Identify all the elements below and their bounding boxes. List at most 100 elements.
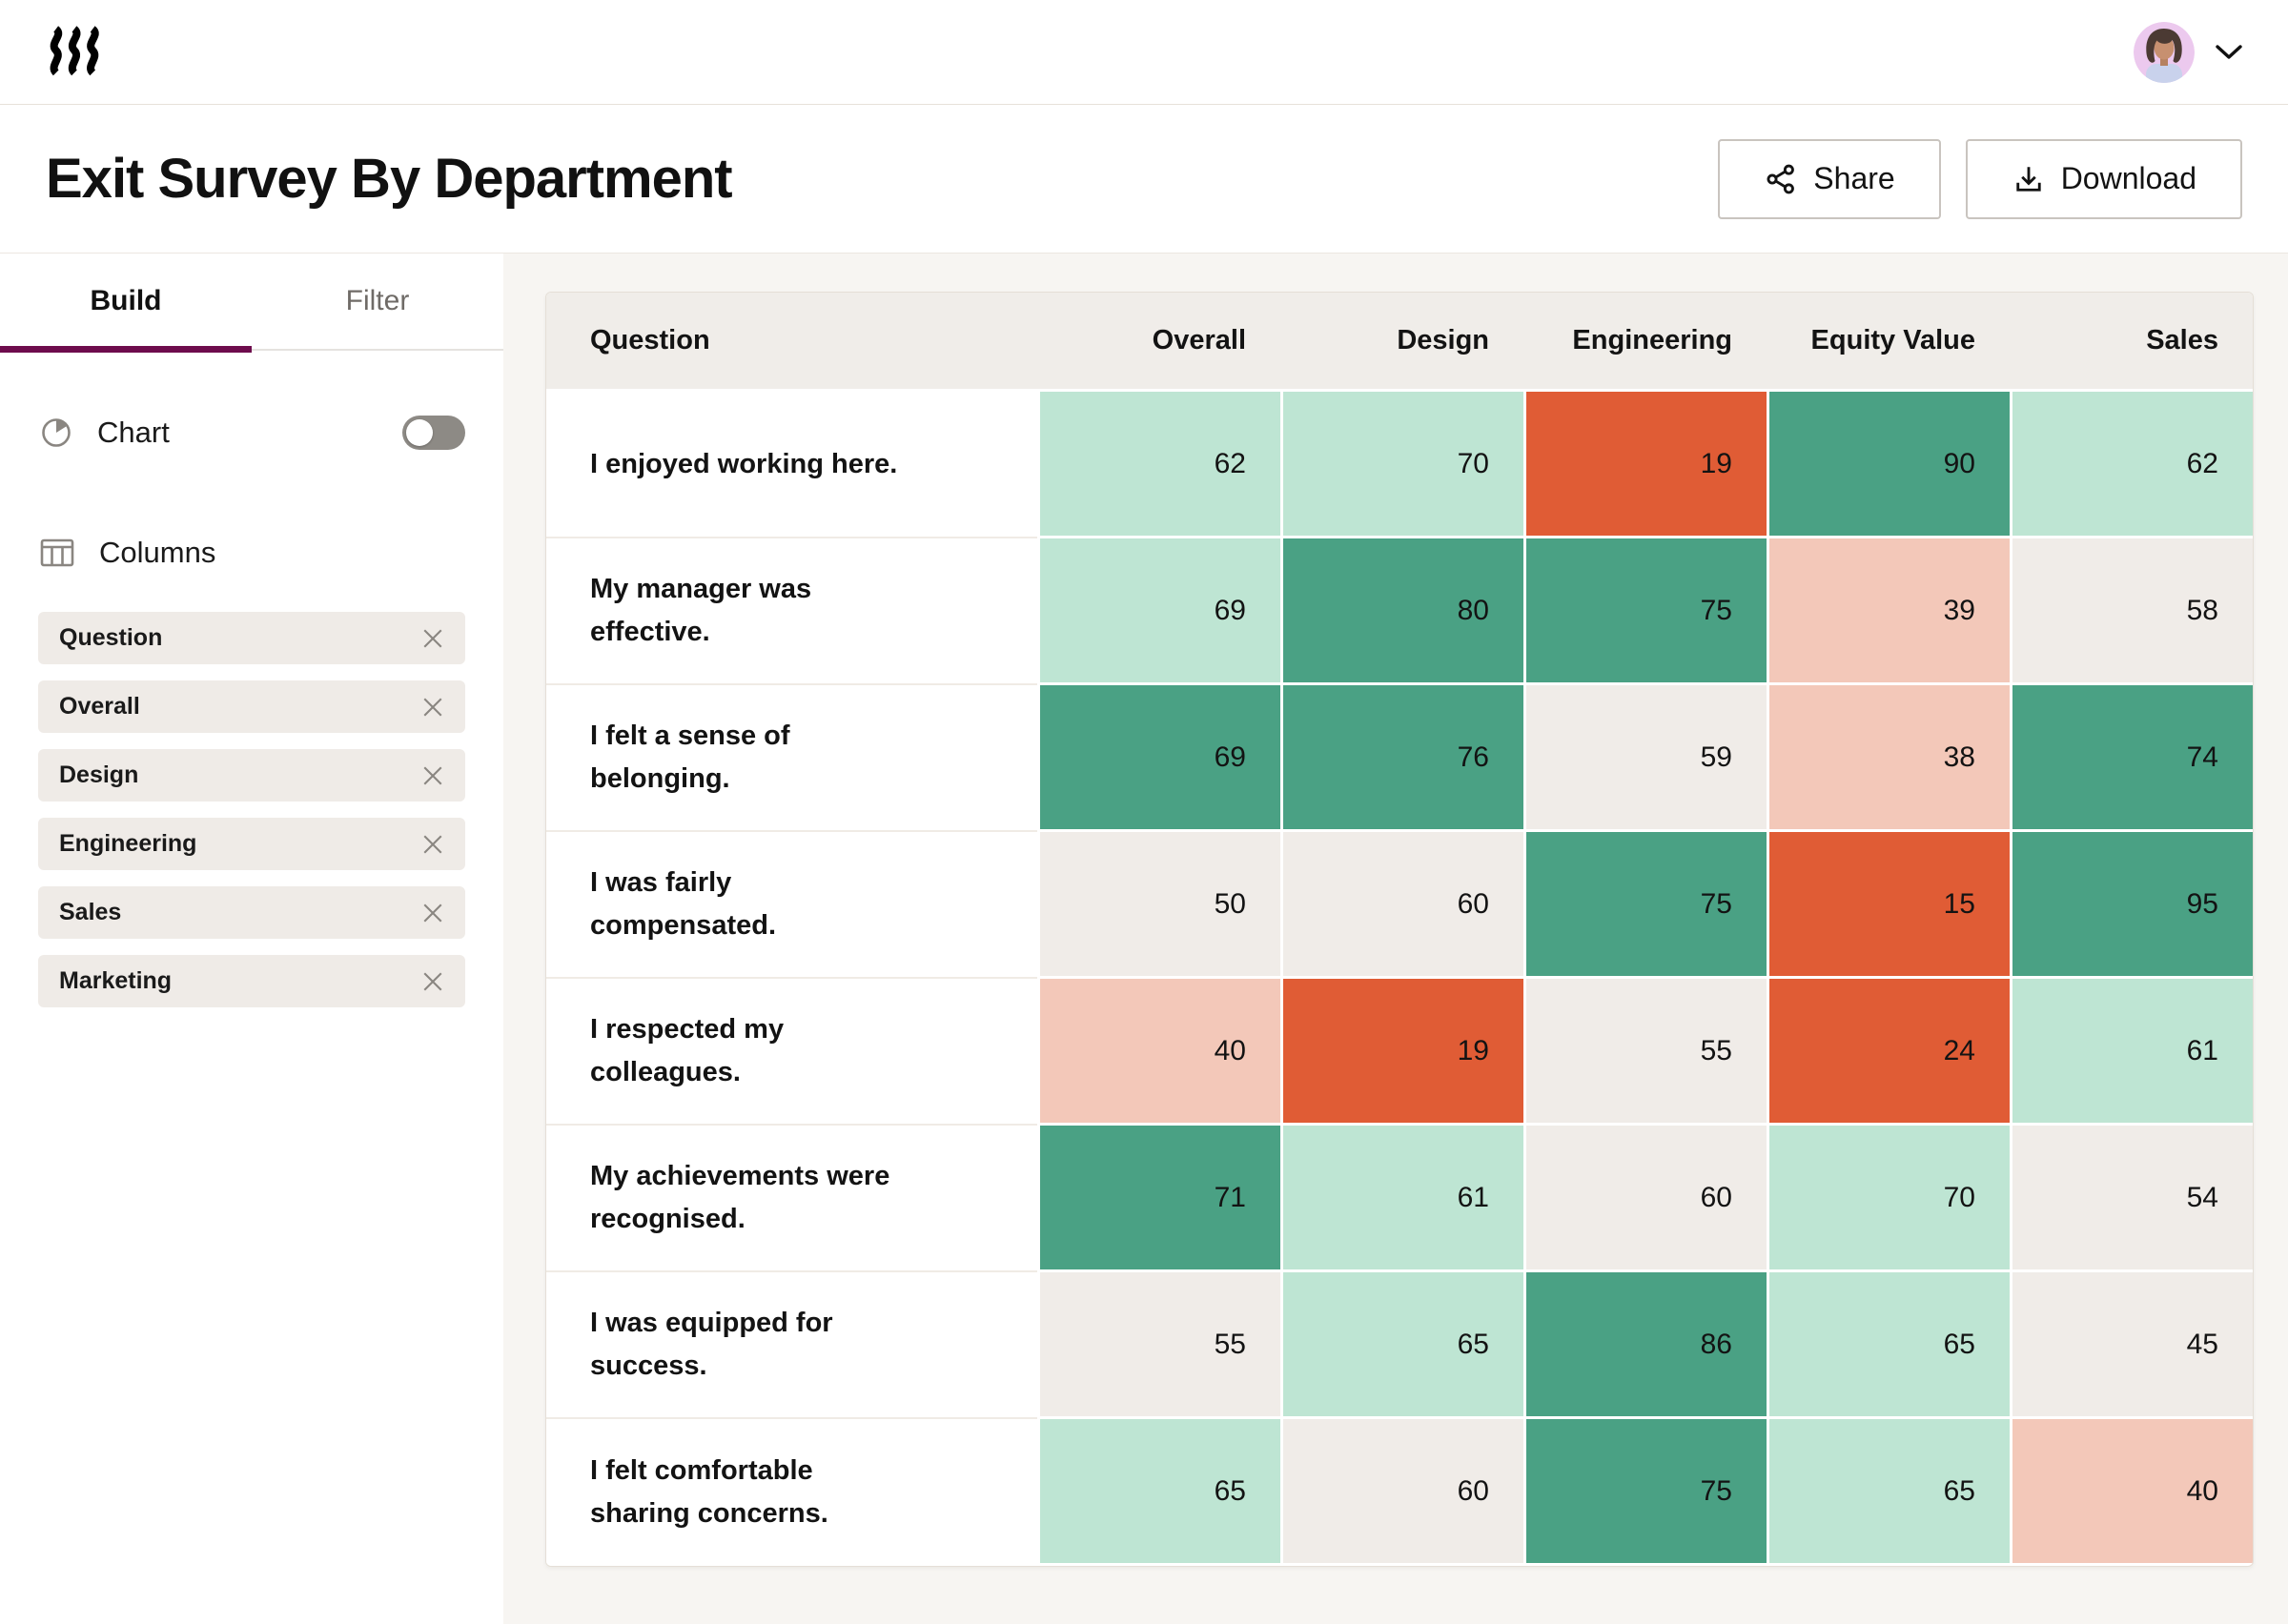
column-header-sales: Sales bbox=[2010, 293, 2253, 392]
column-header-question: Question bbox=[546, 293, 1037, 392]
value-cell: 61 bbox=[2010, 979, 2253, 1126]
columns-section-header: Columns bbox=[38, 526, 465, 579]
download-button[interactable]: Download bbox=[1965, 138, 2242, 219]
value-cell: 59 bbox=[1523, 685, 1767, 832]
share-button[interactable]: Share bbox=[1718, 138, 1941, 219]
value-cell: 50 bbox=[1037, 832, 1280, 979]
value-cell: 69 bbox=[1037, 538, 1280, 685]
value-cell: 40 bbox=[2010, 1419, 2253, 1566]
column-chip-marketing[interactable]: Marketing bbox=[38, 955, 465, 1007]
report-preview: Question Overall Design Engineering Equity V… bbox=[503, 254, 2288, 1624]
report-builder-sidebar: Build Filter Chart Colum bbox=[0, 254, 503, 1624]
columns-label: Columns bbox=[99, 536, 216, 569]
top-bar bbox=[0, 0, 2288, 105]
value-cell: 71 bbox=[1037, 1126, 1280, 1272]
question-cell: I was fairly compensated. bbox=[546, 832, 1037, 979]
value-cell: 75 bbox=[1523, 1419, 1767, 1566]
chevron-down-icon bbox=[2216, 44, 2242, 59]
value-cell: 38 bbox=[1767, 685, 2010, 832]
value-cell: 60 bbox=[1280, 832, 1523, 979]
columns-table-icon bbox=[40, 538, 74, 567]
remove-column-icon[interactable] bbox=[419, 968, 446, 995]
value-cell: 86 bbox=[1523, 1272, 1767, 1419]
value-cell: 69 bbox=[1037, 685, 1280, 832]
toggle-knob bbox=[406, 419, 433, 446]
question-cell: I felt comfortable sharing concerns. bbox=[546, 1419, 1037, 1566]
title-actions: Share Download bbox=[1718, 138, 2242, 219]
column-chip-design[interactable]: Design bbox=[38, 749, 465, 802]
value-cell: 65 bbox=[1037, 1419, 1280, 1566]
survey-table: Question Overall Design Engineering Equity V… bbox=[545, 292, 2254, 1567]
download-icon bbox=[2016, 166, 2041, 192]
value-cell: 60 bbox=[1280, 1419, 1523, 1566]
rippling-logo[interactable] bbox=[46, 25, 105, 79]
value-cell: 39 bbox=[1767, 538, 2010, 685]
value-cell: 65 bbox=[1280, 1272, 1523, 1419]
value-cell: 70 bbox=[1767, 1126, 2010, 1272]
table-row: I respected my colleagues. 40 19 55 24 61 bbox=[546, 979, 2253, 1126]
value-cell: 19 bbox=[1523, 392, 1767, 538]
question-cell: I was equipped for success. bbox=[546, 1272, 1037, 1419]
column-chip-sales[interactable]: Sales bbox=[38, 886, 465, 939]
value-cell: 76 bbox=[1280, 685, 1523, 832]
value-cell: 74 bbox=[2010, 685, 2253, 832]
page-title: Exit Survey By Department bbox=[46, 148, 733, 210]
column-header-overall: Overall bbox=[1037, 293, 1280, 392]
remove-column-icon[interactable] bbox=[419, 831, 446, 858]
value-cell: 65 bbox=[1767, 1419, 2010, 1566]
table-row: I was equipped for success. 55 65 86 65 45 bbox=[546, 1272, 2253, 1419]
column-chip-label: Marketing bbox=[59, 967, 173, 994]
question-cell: My manager was effective. bbox=[546, 538, 1037, 685]
table-row: I was fairly compensated. 50 60 75 15 95 bbox=[546, 832, 2253, 979]
value-cell: 55 bbox=[1037, 1272, 1280, 1419]
remove-column-icon[interactable] bbox=[419, 694, 446, 721]
user-avatar bbox=[2134, 21, 2195, 83]
value-cell: 65 bbox=[1767, 1272, 2010, 1419]
column-chip-overall[interactable]: Overall bbox=[38, 680, 465, 733]
value-cell: 24 bbox=[1767, 979, 2010, 1126]
tab-filter[interactable]: Filter bbox=[345, 285, 410, 316]
remove-column-icon[interactable] bbox=[419, 762, 446, 789]
tab-build[interactable]: Build bbox=[0, 254, 252, 353]
chart-toggle-row: Chart bbox=[38, 402, 465, 463]
value-cell: 75 bbox=[1523, 538, 1767, 685]
value-cell: 80 bbox=[1280, 538, 1523, 685]
column-chip-label: Sales bbox=[59, 899, 122, 925]
question-cell: I respected my colleagues. bbox=[546, 979, 1037, 1126]
question-cell: I enjoyed working here. bbox=[546, 392, 1037, 538]
column-chip-label: Overall bbox=[59, 693, 140, 720]
value-cell: 62 bbox=[1037, 392, 1280, 538]
table-row: My achievements were recognised. 71 61 60 70… bbox=[546, 1126, 2253, 1272]
table-row: I felt comfortable sharing concerns. 65 60… bbox=[546, 1419, 2253, 1566]
content: Build Filter Chart Colum bbox=[0, 254, 2288, 1624]
chart-toggle[interactable] bbox=[402, 416, 465, 450]
share-label: Share bbox=[1813, 161, 1895, 195]
remove-column-icon[interactable] bbox=[419, 625, 446, 652]
pie-chart-icon bbox=[42, 418, 71, 447]
sidebar-body: Chart Columns Question Overall Design Engin… bbox=[0, 351, 503, 1024]
value-cell: 19 bbox=[1280, 979, 1523, 1126]
column-chip-question[interactable]: Question bbox=[38, 612, 465, 664]
value-cell: 62 bbox=[2010, 392, 2253, 538]
download-label: Download bbox=[2060, 161, 2196, 195]
value-cell: 60 bbox=[1523, 1126, 1767, 1272]
title-bar: Exit Survey By Department Share Download bbox=[0, 105, 2288, 254]
value-cell: 15 bbox=[1767, 832, 2010, 979]
value-cell: 61 bbox=[1280, 1126, 1523, 1272]
user-menu[interactable] bbox=[2134, 21, 2242, 83]
remove-column-icon[interactable] bbox=[419, 900, 446, 926]
value-cell: 45 bbox=[2010, 1272, 2253, 1419]
table-row: I enjoyed working here. 62 70 19 90 62 bbox=[546, 392, 2253, 538]
column-chip-engineering[interactable]: Engineering bbox=[38, 818, 465, 870]
value-cell: 55 bbox=[1523, 979, 1767, 1126]
column-header-equity-value: Equity Value bbox=[1767, 293, 2010, 392]
column-chip-label: Engineering bbox=[59, 830, 197, 857]
question-cell: My achievements were recognised. bbox=[546, 1126, 1037, 1272]
value-cell: 54 bbox=[2010, 1126, 2253, 1272]
value-cell: 40 bbox=[1037, 979, 1280, 1126]
value-cell: 70 bbox=[1280, 392, 1523, 538]
table-row: My manager was effective. 69 80 75 39 58 bbox=[546, 538, 2253, 685]
column-chip-list: Question Overall Design Engineering Sales Mar… bbox=[38, 612, 465, 1007]
rippling-waves-icon bbox=[50, 25, 99, 75]
